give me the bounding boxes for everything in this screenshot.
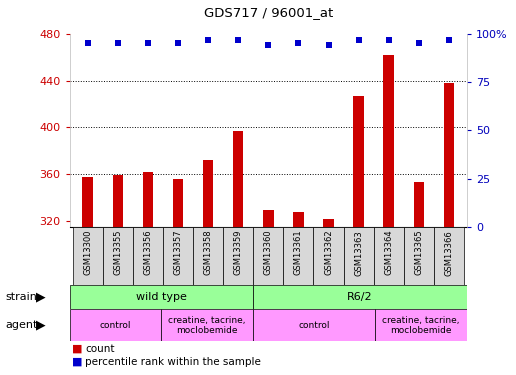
Text: ■: ■ (72, 344, 83, 354)
Text: GDS717 / 96001_at: GDS717 / 96001_at (204, 6, 333, 19)
FancyBboxPatch shape (103, 227, 133, 285)
Text: GSM13358: GSM13358 (204, 230, 213, 275)
Point (144, 40, 152, 46)
Text: GSM13363: GSM13363 (354, 230, 363, 276)
Point (325, 42, 333, 48)
Text: creatine, tacrine,
moclobemide: creatine, tacrine, moclobemide (382, 316, 460, 335)
Text: ▶: ▶ (37, 291, 46, 304)
Bar (253, 309, 375, 341)
Point (114, 40, 122, 46)
Text: R6/2: R6/2 (347, 292, 373, 302)
Text: GSM13359: GSM13359 (234, 230, 243, 275)
Point (415, 40, 423, 46)
FancyBboxPatch shape (344, 227, 374, 285)
FancyBboxPatch shape (374, 227, 404, 285)
FancyBboxPatch shape (223, 227, 253, 285)
Text: agent: agent (5, 320, 38, 330)
Point (204, 36, 212, 42)
Text: ■: ■ (72, 357, 83, 367)
Bar (233, 131, 244, 227)
Bar (253, 285, 467, 309)
Point (234, 36, 243, 42)
FancyBboxPatch shape (253, 227, 283, 285)
Text: control: control (100, 321, 131, 330)
Point (174, 40, 182, 46)
FancyBboxPatch shape (163, 227, 193, 285)
FancyBboxPatch shape (404, 227, 434, 285)
FancyBboxPatch shape (193, 227, 223, 285)
Text: wild type: wild type (136, 292, 187, 302)
Bar (83, 177, 93, 227)
Bar (162, 309, 253, 341)
FancyBboxPatch shape (314, 227, 344, 285)
Text: GSM13365: GSM13365 (414, 230, 423, 275)
Text: GSM13356: GSM13356 (143, 230, 152, 275)
Bar (293, 211, 304, 227)
Bar (353, 96, 364, 227)
FancyBboxPatch shape (283, 227, 314, 285)
Text: GSM13366: GSM13366 (444, 230, 454, 276)
Bar (323, 219, 334, 227)
Point (354, 36, 363, 42)
Text: GSM13357: GSM13357 (173, 230, 183, 275)
Text: percentile rank within the sample: percentile rank within the sample (85, 357, 261, 367)
Bar (203, 160, 214, 227)
FancyBboxPatch shape (73, 227, 103, 285)
Text: GSM13364: GSM13364 (384, 230, 393, 275)
Bar (413, 182, 424, 227)
Point (84, 40, 92, 46)
Bar (70, 309, 162, 341)
Text: GSM13355: GSM13355 (114, 230, 122, 275)
Text: creatine, tacrine,
moclobemide: creatine, tacrine, moclobemide (168, 316, 246, 335)
Text: ▶: ▶ (37, 319, 46, 332)
Bar (173, 179, 183, 227)
Text: count: count (85, 344, 115, 354)
Bar (383, 55, 394, 227)
Text: GSM13362: GSM13362 (324, 230, 333, 275)
Text: GSM13300: GSM13300 (83, 230, 92, 275)
Bar (70, 285, 253, 309)
Bar (263, 210, 273, 227)
Point (445, 36, 453, 42)
Text: strain: strain (5, 292, 37, 302)
Bar (112, 176, 123, 227)
FancyBboxPatch shape (434, 227, 464, 285)
Point (384, 36, 393, 42)
Point (264, 42, 272, 48)
Bar (375, 309, 467, 341)
Bar (444, 83, 454, 227)
Text: control: control (298, 321, 330, 330)
FancyBboxPatch shape (133, 227, 163, 285)
Bar (142, 172, 153, 227)
Point (294, 40, 302, 46)
Text: GSM13361: GSM13361 (294, 230, 303, 275)
Text: GSM13360: GSM13360 (264, 230, 273, 275)
